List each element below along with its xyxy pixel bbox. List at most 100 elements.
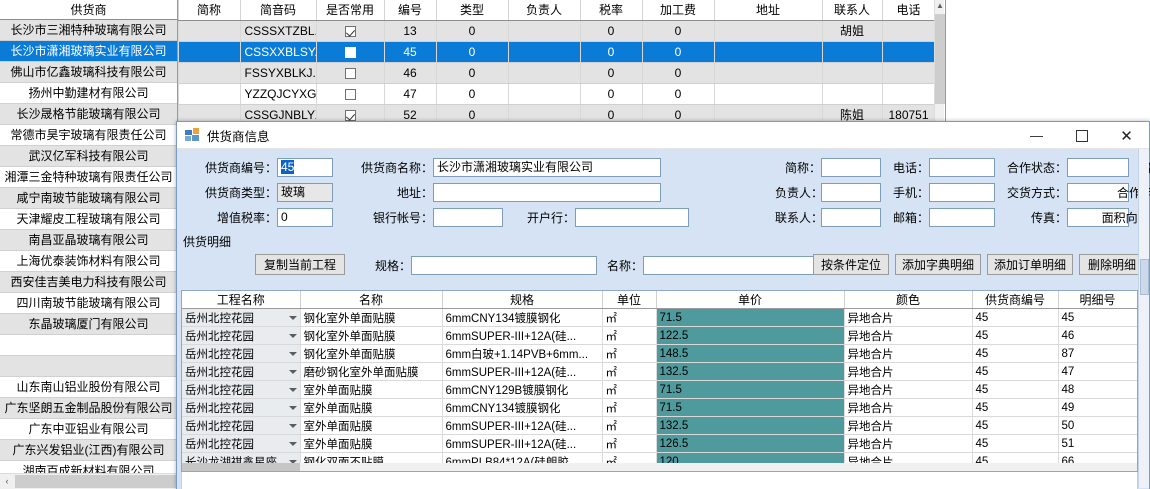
- address-cell[interactable]: [714, 41, 823, 63]
- detail-name-cell[interactable]: 钢化室外单面贴膜: [300, 326, 443, 345]
- detail-spec-cell[interactable]: 6mmSUPER-III+12A(硅...: [442, 362, 603, 381]
- detail-project-cell[interactable]: 岳州北控花园: [182, 380, 301, 399]
- fee-cell[interactable]: 0: [642, 104, 715, 126]
- chevron-down-icon[interactable]: [288, 405, 297, 410]
- chevron-down-icon[interactable]: [288, 459, 297, 464]
- detail-price-cell[interactable]: 132.5: [656, 416, 845, 435]
- no-cell[interactable]: 45: [384, 41, 437, 63]
- detail-supplier-no-cell[interactable]: 45: [972, 380, 1059, 399]
- copy-current-project-button[interactable]: 复制当前工程: [255, 254, 345, 275]
- dcol-unit[interactable]: 单位: [602, 291, 657, 309]
- close-icon[interactable]: ✕: [1120, 127, 1133, 145]
- add-order-detail-button[interactable]: 添加订单明细: [987, 254, 1073, 275]
- input-email[interactable]: [929, 208, 995, 227]
- supplier-list-header[interactable]: 供货商: [0, 0, 177, 20]
- common-cell[interactable]: [316, 41, 385, 63]
- detail-color-cell[interactable]: 异地合片: [844, 362, 973, 381]
- detail-row[interactable]: 岳州北控花园 室外单面贴膜 6mmSUPER-III+12A(硅... ㎡ 126.5 异…: [182, 434, 1137, 453]
- detail-unit-cell[interactable]: ㎡: [602, 344, 657, 363]
- input-phone[interactable]: [929, 158, 995, 177]
- col-owner[interactable]: 负责人: [508, 0, 581, 21]
- detail-project-cell[interactable]: 岳州北控花园: [182, 398, 301, 417]
- list-item[interactable]: 东晶玻璃厦门有限公司: [0, 314, 177, 335]
- detail-spec-cell[interactable]: 6mmSUPER-III+12A(硅...: [442, 416, 603, 435]
- list-item[interactable]: 上海优泰装饰材料有限公司: [0, 251, 177, 272]
- list-item[interactable]: 扬州中勤建材有限公司: [0, 83, 177, 104]
- contact-cell[interactable]: [822, 62, 883, 84]
- owner-cell[interactable]: [508, 83, 581, 105]
- col-phone[interactable]: 电话: [882, 0, 936, 21]
- input-owner[interactable]: [821, 183, 881, 202]
- detail-price-cell[interactable]: 71.5: [656, 398, 845, 417]
- detail-name-cell[interactable]: 磨砂钢化室外单面贴膜: [300, 362, 443, 381]
- detail-no-cell[interactable]: 49: [1058, 398, 1137, 417]
- col-type[interactable]: 类型: [436, 0, 509, 21]
- delete-detail-button[interactable]: 删除明细: [1079, 254, 1145, 275]
- type-cell[interactable]: 0: [436, 83, 509, 105]
- code-cell[interactable]: FSSYXBLKJ...: [240, 62, 317, 84]
- input-bank-name[interactable]: [575, 208, 689, 227]
- fee-cell[interactable]: 0: [642, 41, 715, 63]
- phone-cell[interactable]: [882, 20, 936, 42]
- list-item[interactable]: 佛山市亿鑫玻璃科技有限公司: [0, 62, 177, 83]
- detail-no-cell[interactable]: 45: [1058, 308, 1137, 327]
- detail-unit-cell[interactable]: ㎡: [602, 398, 657, 417]
- col-address[interactable]: 地址: [714, 0, 823, 21]
- abbr-cell[interactable]: [178, 20, 241, 42]
- detail-unit-cell[interactable]: ㎡: [602, 416, 657, 435]
- detail-project-cell[interactable]: 岳州北控花园: [182, 362, 301, 381]
- input-mobile[interactable]: [929, 183, 995, 202]
- input-name-filter[interactable]: [643, 256, 829, 275]
- detail-price-cell[interactable]: 122.5: [656, 326, 845, 345]
- code-cell[interactable]: CSSXXBLSY...: [240, 41, 317, 63]
- detail-unit-cell[interactable]: ㎡: [602, 434, 657, 453]
- detail-spec-cell[interactable]: 6mmCNY134镀膜钢化: [442, 398, 603, 417]
- dcol-name[interactable]: 名称: [300, 291, 443, 309]
- chevron-down-icon[interactable]: [288, 351, 297, 356]
- list-item[interactable]: 湘潭三金特种玻璃有限责任公司: [0, 167, 177, 188]
- input-supplier-no[interactable]: 45: [277, 158, 333, 177]
- detail-price-cell[interactable]: 71.5: [656, 308, 845, 327]
- dcol-price[interactable]: 单价: [656, 291, 845, 309]
- detail-row[interactable]: 岳州北控花园 室外单面贴膜 6mmSUPER-III+12A(硅... ㎡ 132.5 异…: [182, 416, 1137, 435]
- detail-no-cell[interactable]: 47: [1058, 362, 1137, 381]
- detail-spec-cell[interactable]: 6mm白玻+1.14PVB+6mm...: [442, 344, 603, 363]
- abbr-cell[interactable]: [178, 104, 241, 126]
- chevron-down-icon[interactable]: [288, 369, 297, 374]
- type-cell[interactable]: 0: [436, 20, 509, 42]
- type-cell[interactable]: 0: [436, 62, 509, 84]
- hscroll-thumb[interactable]: [15, 475, 177, 488]
- detail-row[interactable]: 岳州北控花园 钢化室外单面贴膜 6mm白玻+1.14PVB+6mm... ㎡ 148.5…: [182, 344, 1137, 363]
- detail-supplier-no-cell[interactable]: 45: [972, 308, 1059, 327]
- detail-unit-cell[interactable]: ㎡: [602, 362, 657, 381]
- phone-cell[interactable]: [882, 62, 936, 84]
- list-item[interactable]: 常德市昊宇玻璃有限责任公司: [0, 125, 177, 146]
- list-item[interactable]: 长沙晟格节能玻璃有限公司: [0, 104, 177, 125]
- detail-supplier-no-cell[interactable]: 45: [972, 326, 1059, 345]
- dialog-scrollbar-thumb[interactable]: [1140, 259, 1149, 295]
- add-dict-detail-button[interactable]: 添加字典明细: [895, 254, 981, 275]
- dcol-supplier-no[interactable]: 供货商编号: [972, 291, 1059, 309]
- detail-unit-cell[interactable]: ㎡: [602, 326, 657, 345]
- tax-cell[interactable]: 0: [580, 41, 643, 63]
- list-item[interactable]: 咸宁南玻节能玻璃有限公司: [0, 188, 177, 209]
- contact-cell[interactable]: [822, 83, 883, 105]
- contact-cell[interactable]: [822, 41, 883, 63]
- detail-spec-cell[interactable]: 6mmCNY134镀膜钢化: [442, 308, 603, 327]
- input-vat-rate[interactable]: 0: [277, 208, 333, 227]
- list-item[interactable]: 西安佳吉美电力科技有限公司: [0, 272, 177, 293]
- detail-supplier-no-cell[interactable]: 45: [972, 416, 1059, 435]
- owner-cell[interactable]: [508, 62, 581, 84]
- detail-no-cell[interactable]: 87: [1058, 344, 1137, 363]
- detail-color-cell[interactable]: 异地合片: [844, 380, 973, 399]
- detail-supplier-no-cell[interactable]: 45: [972, 344, 1059, 363]
- detail-no-cell[interactable]: 48: [1058, 380, 1137, 399]
- fee-cell[interactable]: 0: [642, 20, 715, 42]
- input-abbr[interactable]: [821, 158, 881, 177]
- chevron-down-icon[interactable]: [288, 423, 297, 428]
- detail-name-cell[interactable]: 室外单面贴膜: [300, 398, 443, 417]
- address-cell[interactable]: [714, 83, 823, 105]
- list-item[interactable]: 长沙市三湘特种玻璃有限公司: [0, 20, 177, 41]
- dcol-color[interactable]: 颜色: [844, 291, 973, 309]
